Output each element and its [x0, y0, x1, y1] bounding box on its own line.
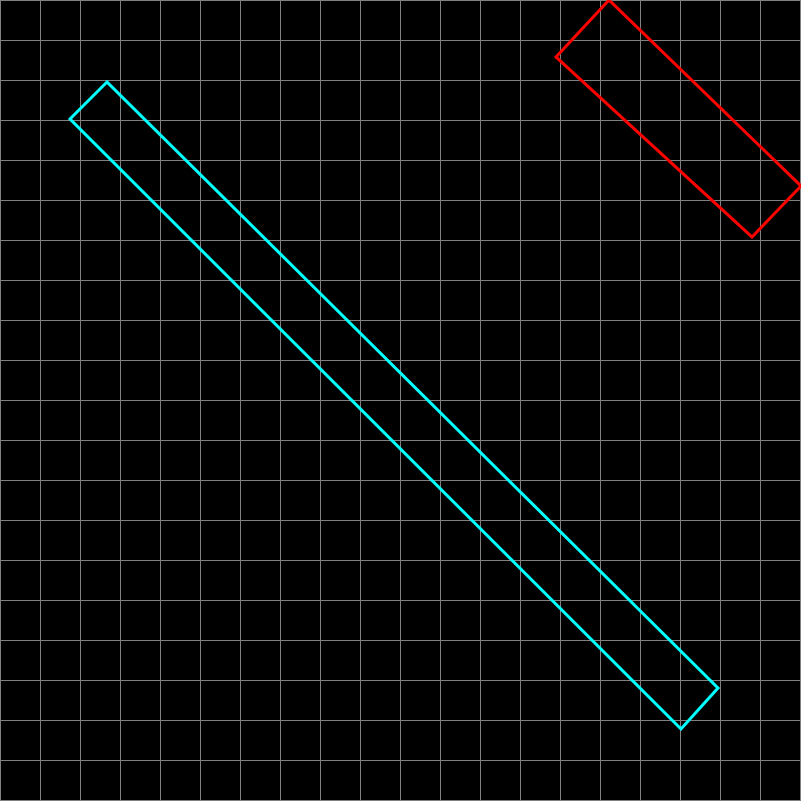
cyan-rectangle — [67, 79, 721, 732]
red-rectangle — [553, 0, 801, 240]
